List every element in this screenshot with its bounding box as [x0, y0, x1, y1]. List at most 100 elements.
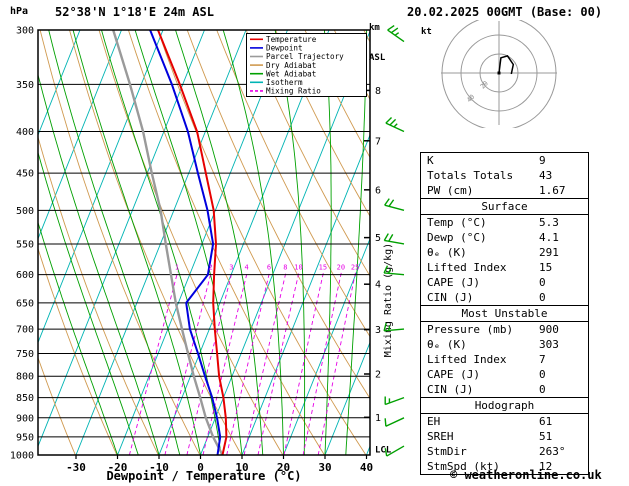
mixing-ratio-value-label: 10	[294, 264, 302, 272]
km-tick-label: 2	[375, 370, 381, 381]
temp-tick-label: -20	[108, 461, 128, 474]
stat-label: Temp (°C)	[427, 216, 487, 229]
mixing-ratio-axis-title: Mixing Ratio (g/kg)	[383, 243, 394, 357]
stats-row: θₑ (K) 303	[421, 337, 588, 352]
wind-barb	[384, 417, 405, 427]
station-title: 52°38'N 1°18'E 24m ASL	[55, 5, 214, 19]
stat-value: 15	[539, 261, 553, 274]
mixing-ratio-line	[164, 271, 212, 455]
asl-label: ASL	[369, 53, 386, 63]
stat-value: 43	[539, 169, 553, 182]
stats-section-header: Surface	[421, 198, 588, 215]
stats-row: CAPE (J) 0	[421, 367, 588, 382]
mixing-ratio-value-label: 25	[351, 264, 359, 272]
hodograph-unit-label: kt	[421, 27, 432, 37]
stats-row: Dewp (°C) 4.1	[421, 230, 588, 245]
legend-label: Mixing Ratio	[266, 87, 321, 96]
wind-barb	[384, 396, 405, 406]
stat-label: CAPE (J)	[427, 276, 480, 289]
mixing-ratio-line	[317, 271, 357, 455]
stat-value: 263°	[539, 445, 566, 458]
mixing-ratio-value-label: 4	[244, 264, 248, 272]
parcel-trajectory-curve	[112, 30, 224, 455]
hodograph-ring-label: 40	[465, 93, 476, 104]
pressure-tick-label: 850	[16, 393, 34, 404]
stat-label: Totals Totals	[427, 169, 514, 182]
wind-barb	[383, 322, 405, 332]
km-tick-label: 1	[375, 413, 381, 424]
pressure-tick-label: 750	[16, 349, 34, 360]
stat-value: 7	[539, 353, 546, 366]
stats-row: θₑ (K) 291	[421, 245, 588, 260]
hodograph-ring-label: 20	[479, 79, 490, 90]
stat-label: CIN (J)	[427, 383, 474, 396]
pressure-tick-label: 800	[16, 372, 34, 383]
legend-box	[246, 33, 367, 97]
mixing-ratio-value-label: 2	[208, 264, 212, 272]
isotherm-line	[158, 30, 330, 455]
mixing-ratio-line	[283, 271, 325, 455]
dry-adiabat-line	[245, 30, 370, 277]
stats-row: Lifted Index 15	[421, 260, 588, 275]
stat-label: θₑ (K)	[427, 338, 467, 351]
stats-row: Temp (°C) 5.3	[421, 215, 588, 230]
mixing-ratio-value-label: 3	[229, 264, 233, 272]
wet-adiabat-line	[48, 30, 181, 455]
isotherm-line	[241, 133, 370, 455]
pressure-tick-label: 450	[16, 169, 34, 180]
stats-row: StmSpd (kt) 12	[421, 459, 588, 474]
pressure-axis-unit-label: hPa	[10, 6, 29, 17]
isotherm-line	[38, 30, 81, 137]
legend-label: Temperature	[266, 35, 317, 44]
mixing-ratio-line	[186, 271, 233, 455]
lcl-label: LCL	[375, 446, 392, 456]
stat-value: 12	[539, 460, 553, 473]
km-tick-label: 3	[375, 325, 381, 336]
hodograph-ring	[479, 53, 519, 93]
x-axis-title: Dewpoint / Temperature (°C)	[106, 469, 301, 483]
mixing-ratio-line	[128, 271, 179, 455]
stats-section-header: Most Unstable	[421, 305, 588, 322]
dewpoint-curve	[149, 30, 222, 455]
pressure-tick-label: 700	[16, 325, 34, 336]
model-run-datetime: 20.02.2025 00GMT (Base: 00)	[407, 5, 603, 19]
km-tick-label: 8	[375, 86, 381, 97]
stat-value: 9	[539, 154, 546, 167]
stats-row: Totals Totals 43	[421, 168, 588, 183]
stats-row: CIN (J) 0	[421, 290, 588, 305]
legend-label: Isotherm	[266, 78, 303, 87]
stats-row: PW (cm) 1.67	[421, 183, 588, 198]
stat-label: SREH	[427, 430, 454, 443]
wind-barb	[384, 445, 405, 457]
stat-label: Dewp (°C)	[427, 231, 487, 244]
pressure-tick-label: 400	[16, 127, 34, 138]
legend-label: Dewpoint	[266, 44, 303, 53]
temp-tick-label: 30	[318, 461, 331, 474]
dry-adiabat-line	[599, 30, 629, 455]
mixing-ratio-line	[302, 271, 342, 455]
temperature-curve	[157, 30, 228, 455]
pressure-tick-label: 1000	[10, 451, 34, 462]
mixing-ratio-line	[226, 271, 271, 455]
hodograph-origin-marker	[497, 71, 501, 75]
stat-value: 51	[539, 430, 553, 443]
stat-label: Lifted Index	[427, 353, 507, 366]
stats-row: CAPE (J) 0	[421, 275, 588, 290]
stats-row: Lifted Index 7	[421, 352, 588, 367]
stat-label: θₑ (K)	[427, 246, 467, 259]
stat-label: StmDir	[427, 445, 467, 458]
stat-value: 291	[539, 246, 559, 259]
stat-value: 4.1	[539, 231, 559, 244]
stats-row: StmDir 263°	[421, 444, 588, 459]
km-tick-label: 5	[375, 233, 381, 244]
dry-adiabat-line	[275, 30, 370, 218]
altitude-axis-unit-label: km ASL	[369, 3, 385, 73]
km-tick-label: 6	[375, 185, 381, 196]
stat-value: 303	[539, 338, 559, 351]
wind-barb	[383, 233, 405, 245]
wind-barb	[383, 265, 405, 276]
pressure-tick-label: 650	[16, 298, 34, 309]
stats-row: CIN (J) 0	[421, 382, 588, 397]
